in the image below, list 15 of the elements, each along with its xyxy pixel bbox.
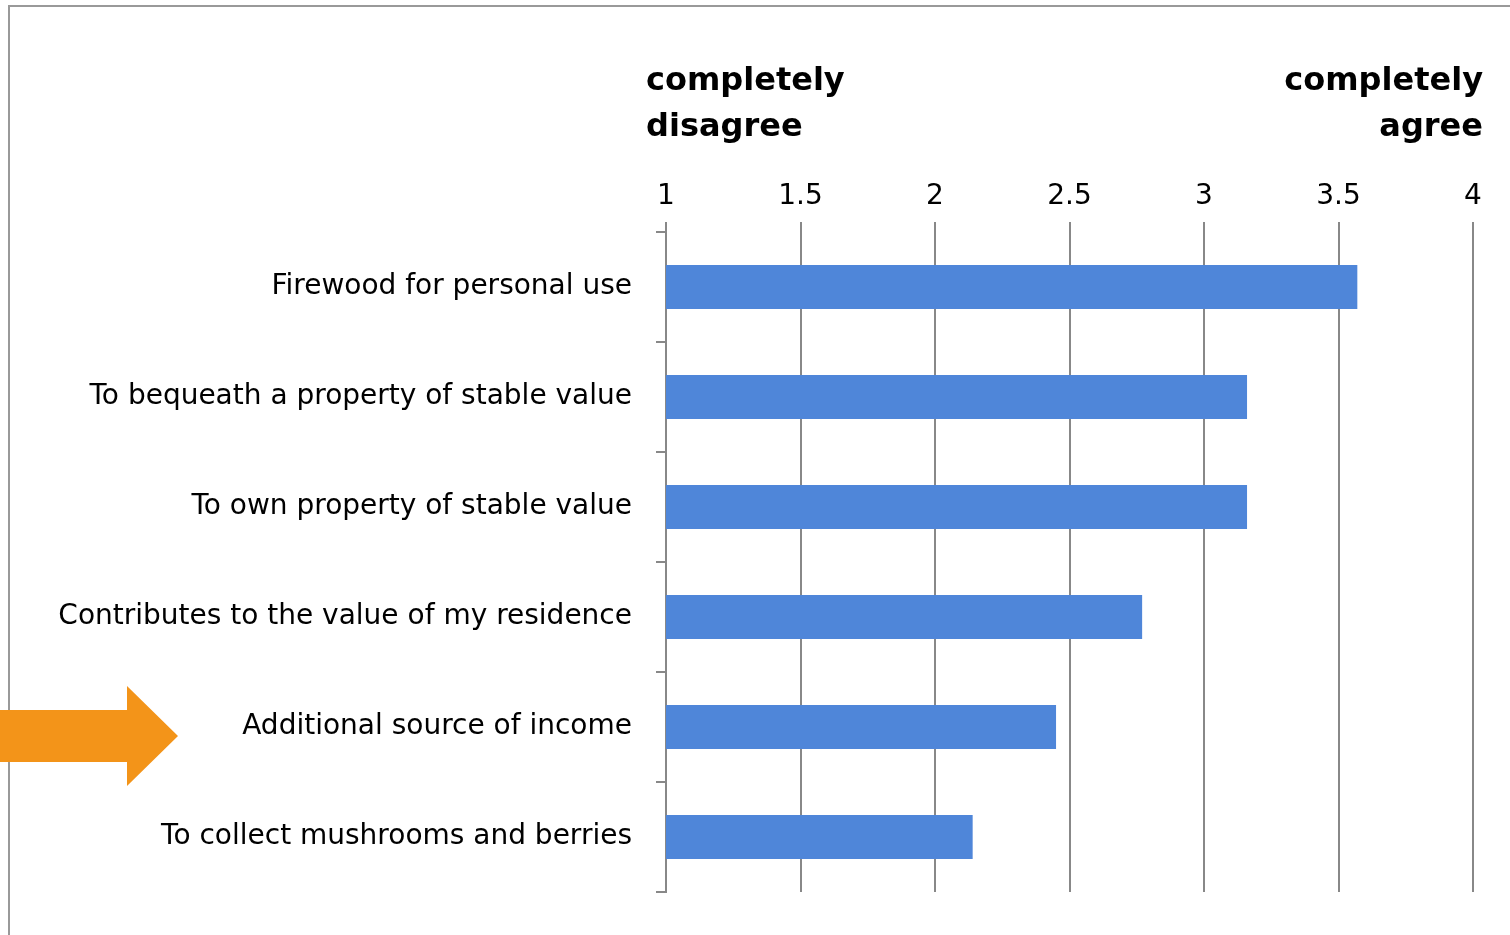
text: completely agree <box>1284 60 1484 144</box>
y-tick-label: To own property of stable value <box>190 488 632 522</box>
x-tick-label: 3.5 <box>1316 178 1361 212</box>
y-tick-label: Firewood for personal use <box>271 268 632 302</box>
x-tick-label: 1.5 <box>778 178 823 212</box>
x-tick-label: 1 <box>657 178 675 212</box>
y-tick-label: Contributes to the value of my residence <box>58 598 632 632</box>
y-tick-label: To bequeath a property of stable value <box>88 378 632 412</box>
y-tick-label: To collect mushrooms and berries <box>160 818 632 852</box>
text: completely disagree <box>646 60 845 144</box>
x-tick-label: 4 <box>1464 178 1482 212</box>
y-tick-label: Additional source of income <box>242 708 632 742</box>
x-tick-label: 2 <box>926 178 944 212</box>
x-tick-label: 3 <box>1195 178 1213 212</box>
x-tick-label: 2.5 <box>1047 178 1092 212</box>
